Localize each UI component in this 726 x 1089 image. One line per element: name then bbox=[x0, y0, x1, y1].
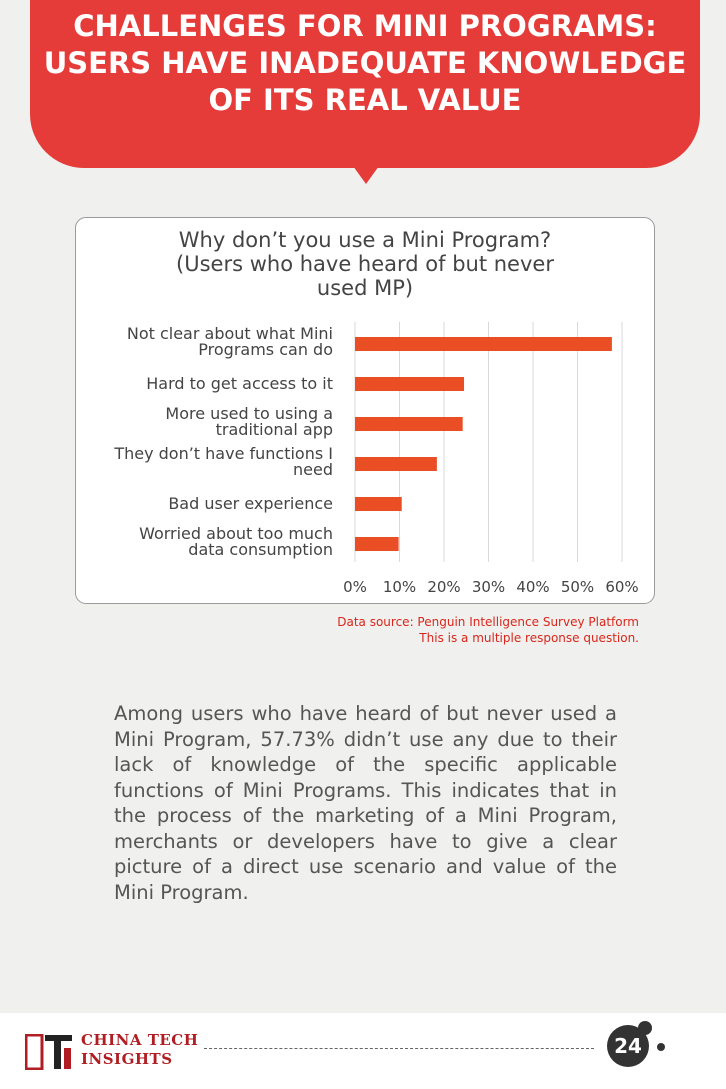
footer-divider bbox=[204, 1048, 594, 1049]
x-tick-label: 50% bbox=[561, 578, 594, 596]
category-label: traditional app bbox=[216, 420, 333, 439]
brand-line-2: INSIGHTS bbox=[81, 1050, 173, 1068]
title-banner bbox=[30, 0, 700, 168]
x-tick-label: 60% bbox=[605, 578, 638, 596]
page-number: 24 bbox=[607, 1025, 649, 1067]
bar bbox=[355, 537, 399, 551]
chart-title-line-2: (Users who have heard of but never bbox=[176, 252, 554, 276]
data-source-note: Data source: Penguin Intelligence Survey… bbox=[337, 614, 639, 646]
category-label: Hard to get access to it bbox=[146, 374, 333, 393]
bar bbox=[355, 457, 437, 471]
bar bbox=[355, 417, 463, 431]
source-line: Data source: Penguin Intelligence Survey… bbox=[337, 615, 639, 629]
china-tech-insights-logo-icon bbox=[25, 1034, 72, 1070]
body-paragraph: Among users who have heard of but never … bbox=[114, 702, 617, 904]
bar bbox=[355, 377, 465, 391]
decor-dot-icon bbox=[657, 1043, 665, 1051]
x-tick-label: 0% bbox=[343, 578, 367, 596]
category-label: Programs can do bbox=[198, 340, 333, 359]
category-label: They don’t have functions I bbox=[113, 444, 333, 463]
category-label: data consumption bbox=[188, 540, 333, 559]
brand-name: CHINA TECH INSIGHTS bbox=[81, 1031, 198, 1069]
category-label: Bad user experience bbox=[168, 494, 333, 513]
category-label: Not clear about what Mini bbox=[127, 324, 333, 343]
category-label: need bbox=[293, 460, 333, 479]
category-label: More used to using a bbox=[165, 404, 333, 423]
x-tick-label: 10% bbox=[383, 578, 416, 596]
x-tick-label: 20% bbox=[427, 578, 460, 596]
x-tick-label: 30% bbox=[472, 578, 505, 596]
page-title: CHALLENGES FOR MINI PROGRAMS: USERS HAVE… bbox=[43, 9, 687, 117]
x-tick-label: 40% bbox=[516, 578, 549, 596]
bar bbox=[355, 497, 402, 511]
chart-title-line-3: used MP) bbox=[316, 276, 414, 300]
category-label: Worried about too much bbox=[139, 524, 333, 543]
brand-line-1: CHINA TECH bbox=[81, 1031, 199, 1049]
multiple-response-note: This is a multiple response question. bbox=[419, 631, 639, 645]
bar bbox=[355, 337, 612, 351]
chart-title: Why don’t you use a Mini Program? (Users… bbox=[80, 228, 650, 300]
chart-title-line-1: Why don’t you use a Mini Program? bbox=[178, 228, 552, 252]
banner-pointer bbox=[353, 166, 379, 184]
footer bbox=[0, 1013, 726, 1089]
